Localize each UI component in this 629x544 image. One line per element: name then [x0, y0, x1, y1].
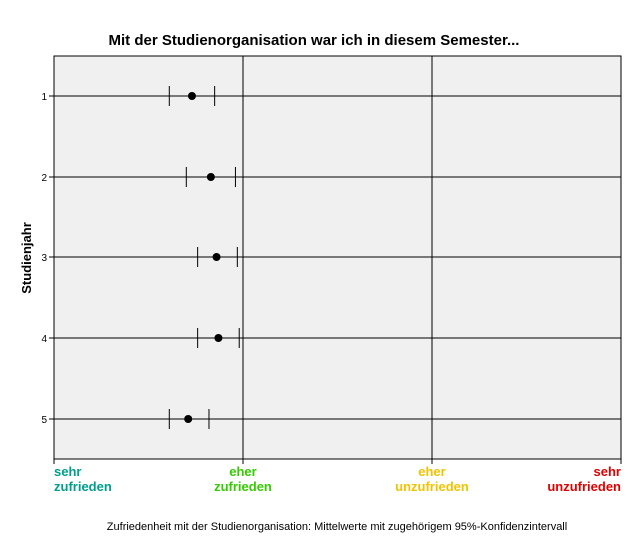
- x-tick-label-3-line1: sehr: [594, 464, 621, 479]
- x-tick-label-2-line2: unzufrieden: [395, 479, 469, 494]
- x-tick-labels: sehrzufriedeneherzufriedeneherunzufriede…: [53, 459, 622, 494]
- x-tick-label-0-line2: zufrieden: [54, 479, 112, 494]
- x-tick-label-3-line2: unzufrieden: [547, 479, 621, 494]
- x-tick-label-1-line1: eher: [229, 464, 256, 479]
- x-tick-label-0-line1: sehr: [54, 464, 81, 479]
- mean-point-4: [214, 334, 223, 342]
- y-tick-label-4: 4: [41, 334, 47, 345]
- data-marks: [168, 86, 240, 429]
- grid-lines: [54, 56, 621, 459]
- y-tick-label-5: 5: [41, 415, 47, 426]
- x-tick-label-1-line2: zufrieden: [214, 479, 272, 494]
- y-tick-label-3: 3: [41, 253, 47, 264]
- mean-point-5: [184, 415, 193, 423]
- y-tick-labels: 1 2 3 4 5: [41, 92, 54, 426]
- mean-point-3: [212, 253, 221, 261]
- chart-title: Mit der Studienorganisation war ich in d…: [109, 32, 520, 49]
- y-tick-label-2: 2: [41, 173, 47, 184]
- y-tick-label-1: 1: [41, 92, 47, 103]
- x-tick-label-2-line1: eher: [418, 464, 445, 479]
- mean-point-2: [206, 173, 215, 181]
- x-axis-label: Zufriedenheit mit der Studienorganisatio…: [107, 521, 567, 533]
- y-axis-label: Studienjahr: [19, 222, 34, 294]
- mean-point-1: [187, 92, 196, 100]
